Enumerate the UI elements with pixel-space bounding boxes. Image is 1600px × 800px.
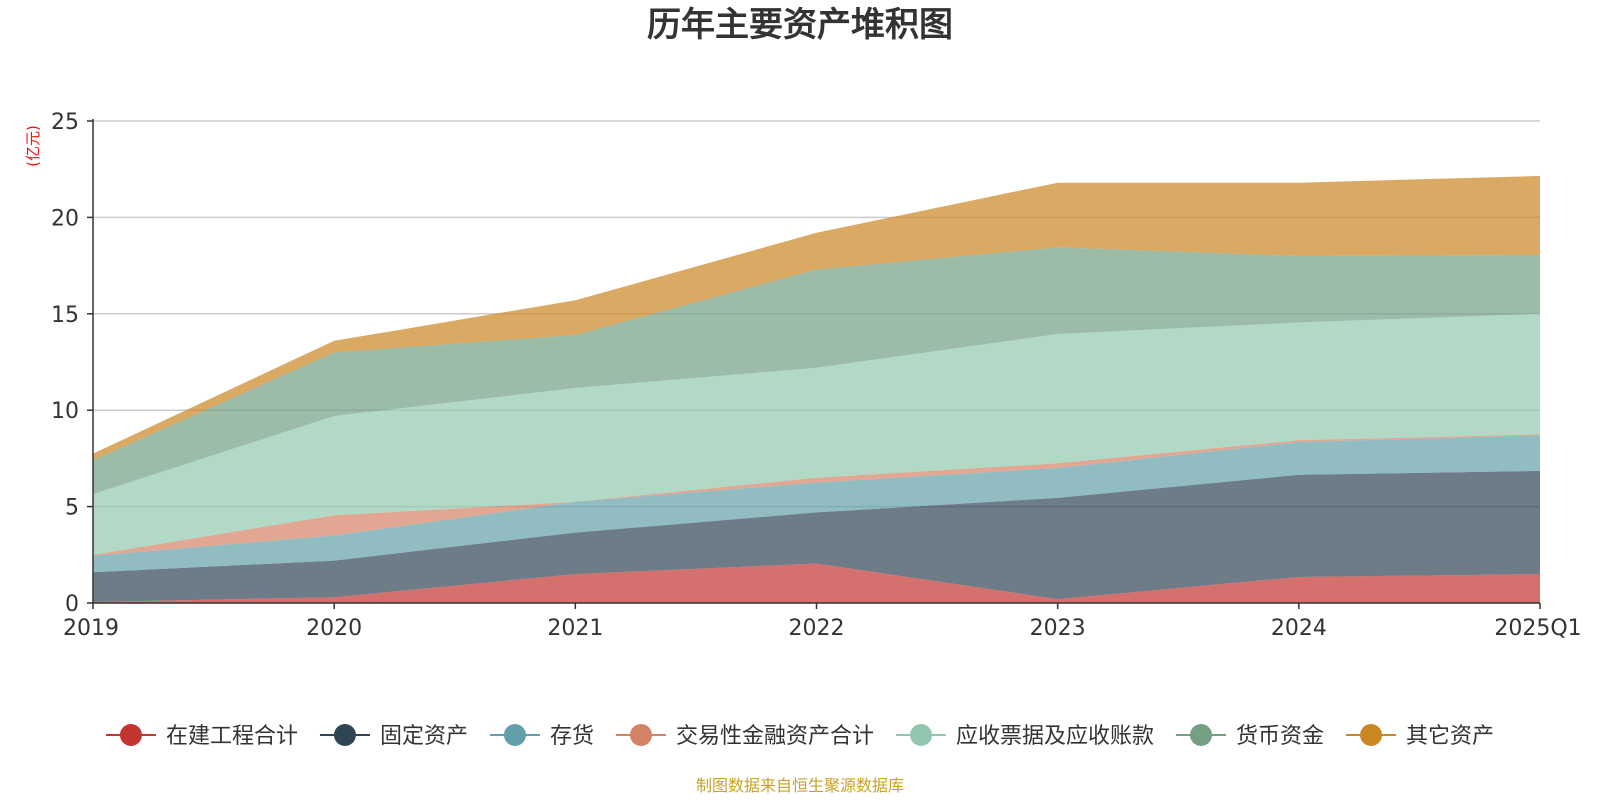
legend-marker <box>1360 724 1383 746</box>
area-4 <box>93 313 1540 555</box>
area-6 <box>93 175 1540 461</box>
legend-marker <box>119 724 142 746</box>
legend-marker <box>1190 724 1213 746</box>
data-source-note: 制图数据来自恒生聚源数据库 <box>696 776 904 795</box>
area-0 <box>93 563 1540 603</box>
chart-title: 历年主要资产堆积图 <box>647 5 953 45</box>
legend-marker <box>503 724 526 746</box>
y-tick-label: 0 <box>65 592 79 617</box>
y-tick-label: 5 <box>65 496 79 521</box>
legend[interactable]: 在建工程合计 固定资产 存货 交易性金融资产合计 应收票据及应收账款 货币资金 其它资产 <box>105 724 1494 749</box>
legend-label: 货币资金 <box>1236 724 1324 749</box>
legend-label: 存货 <box>550 724 594 749</box>
y-tick-label: 25 <box>51 110 79 135</box>
legend-item-3[interactable]: 交易性金融资产合计 <box>615 724 874 749</box>
area-5 <box>93 247 1540 495</box>
x-tick-label: 2019 <box>63 616 119 641</box>
legend-item-1[interactable]: 固定资产 <box>319 724 468 749</box>
x-tick-label: 2020 <box>306 616 362 641</box>
y-tick-label: 10 <box>51 399 79 424</box>
legend-item-4[interactable]: 应收票据及应收账款 <box>896 724 1154 749</box>
legend-item-6[interactable]: 其它资产 <box>1346 724 1494 749</box>
x-tick-label: 2022 <box>789 616 845 641</box>
legend-label: 固定资产 <box>380 724 468 749</box>
area-series <box>93 175 1540 603</box>
legend-item-2[interactable]: 存货 <box>489 724 594 749</box>
legend-item-5[interactable]: 货币资金 <box>1176 724 1324 749</box>
x-tick-label: 2023 <box>1030 616 1086 641</box>
legend-marker <box>333 724 356 746</box>
legend-label: 交易性金融资产合计 <box>676 724 874 749</box>
legend-label: 应收票据及应收账款 <box>956 724 1154 749</box>
legend-label: 其它资产 <box>1406 724 1494 749</box>
x-tick-label: 2025Q1 <box>1494 616 1581 641</box>
legend-marker <box>629 724 652 746</box>
y-tick-label: 15 <box>51 303 79 328</box>
axes: 0 5 10 15 20 25 2019 2020 2021 2022 2023 2024 2025Q1 <box>51 110 1582 641</box>
x-tick-label: 2021 <box>547 616 603 641</box>
area-1 <box>93 470 1540 602</box>
legend-label: 在建工程合计 <box>166 724 298 749</box>
y-tick-label: 20 <box>51 206 79 231</box>
y-axis-unit-label: (亿元) <box>24 125 42 167</box>
legend-item-0[interactable]: 在建工程合计 <box>105 724 298 749</box>
x-tick-label: 2024 <box>1271 616 1327 641</box>
legend-marker <box>910 724 933 746</box>
area-2 <box>93 435 1540 573</box>
